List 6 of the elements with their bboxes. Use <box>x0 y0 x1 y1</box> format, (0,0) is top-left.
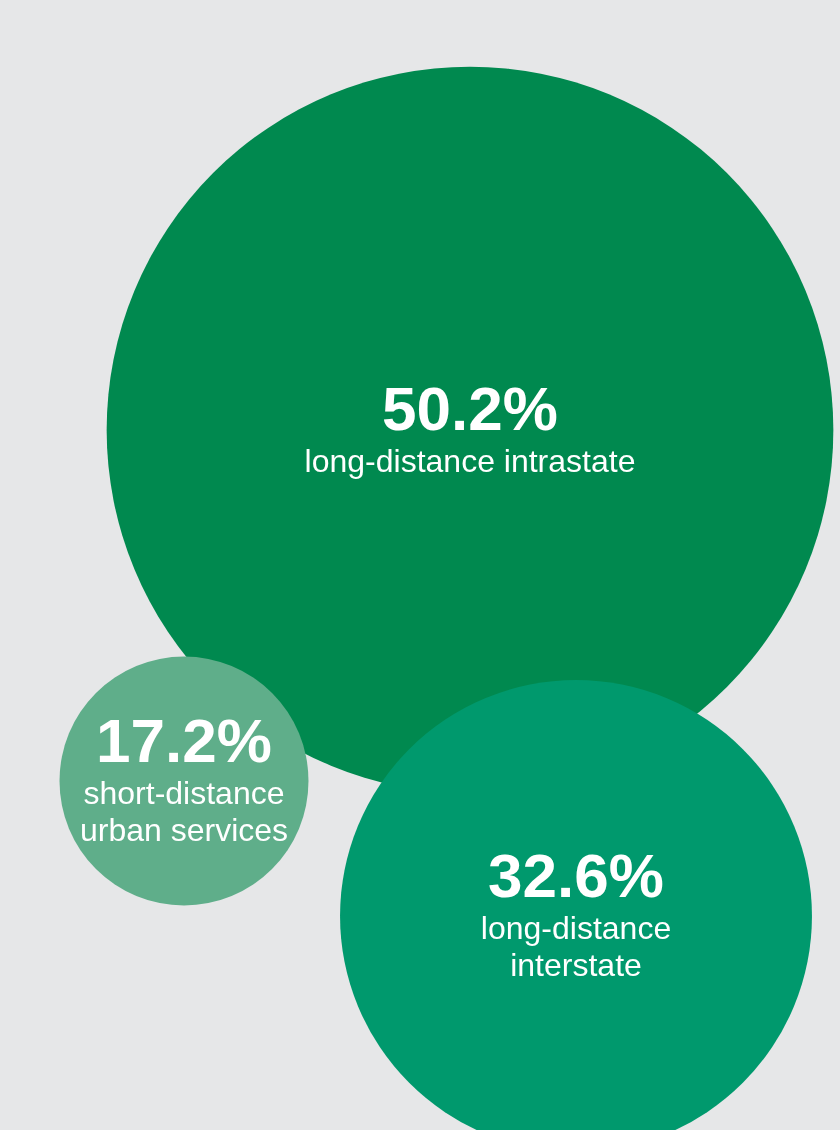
category-label: long-distance intrastate <box>304 443 636 479</box>
data-label: 17.2% <box>96 706 272 775</box>
category-label: short-distance urban services <box>79 775 289 848</box>
data-label: 32.6% <box>488 841 664 910</box>
category-label: long-distance interstate <box>480 910 672 983</box>
data-label: 50.2% <box>382 374 558 443</box>
